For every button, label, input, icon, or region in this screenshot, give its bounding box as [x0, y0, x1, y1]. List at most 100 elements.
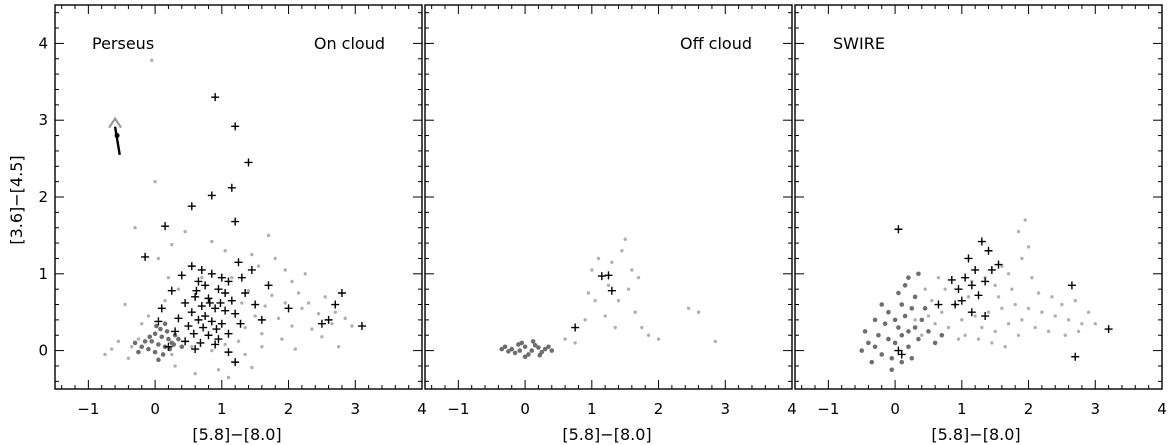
on-cloud-light-point-64 — [123, 302, 127, 307]
on-cloud-light-point-17 — [310, 327, 314, 331]
on-cloud-light-point-35 — [130, 345, 134, 349]
on-cloud-cross-point-25 — [187, 308, 196, 317]
on-cloud-light-point-2 — [133, 226, 137, 230]
on-cloud-x-tick-label: 4 — [417, 400, 427, 418]
off-cloud-dark-point-11 — [506, 349, 511, 354]
swire-cross-point-3 — [947, 275, 956, 284]
panel-swire-points — [859, 218, 1113, 373]
on-cloud-cross-point-7 — [161, 222, 170, 231]
on-cloud-light-point-15 — [343, 316, 347, 321]
on-cloud-cross-point-30 — [207, 317, 216, 326]
swire-light-point-15 — [1020, 318, 1024, 322]
off-cloud-dark-point-17 — [530, 339, 536, 344]
swire-light-point-6 — [1013, 302, 1017, 307]
on-cloud-light-point-37 — [110, 347, 114, 351]
on-cloud-cross-point-64 — [205, 298, 214, 307]
off-cloud-cross-point-0 — [571, 323, 580, 332]
on-cloud-light-point-1 — [153, 179, 157, 184]
on-cloud-cross-point-48 — [234, 258, 243, 267]
swire-light-point-41 — [996, 295, 1001, 299]
on-cloud-light-point-63 — [156, 256, 161, 261]
swire-dark-point-14 — [899, 359, 905, 365]
off-cloud-light-point-5 — [606, 283, 611, 288]
swire-dark-point-23 — [912, 294, 918, 300]
on-cloud-light-point-58 — [170, 352, 174, 357]
on-cloud-cross-point-29 — [194, 315, 203, 324]
on-cloud-cross-point-2 — [244, 158, 253, 167]
on-cloud-cross-point-53 — [257, 315, 266, 324]
swire-dark-point-25 — [879, 302, 885, 307]
on-cloud-cross-point-11 — [207, 269, 216, 278]
on-cloud-cross-point-58 — [337, 289, 346, 297]
off-cloud-light-point-3 — [623, 237, 627, 241]
on-cloud-dark-point-13 — [139, 344, 145, 350]
off-cloud-light-point-18 — [613, 325, 617, 330]
on-cloud-light-point-13 — [323, 295, 327, 299]
swire-light-point-42 — [1036, 291, 1041, 295]
on-cloud-light-point-32 — [270, 293, 274, 298]
on-cloud-light-point-44 — [226, 375, 231, 380]
y-axis-label: [3.6]−[4.5] — [7, 155, 26, 244]
on-cloud-light-point-36 — [116, 339, 121, 344]
swire-dark-point-19 — [906, 344, 911, 350]
on-cloud-cross-point-36 — [189, 329, 198, 338]
swire-dark-point-27 — [889, 367, 895, 373]
swire-dark-point-1 — [866, 340, 871, 346]
on-cloud-dark-point-18 — [171, 342, 177, 347]
on-cloud-cross-point-60 — [357, 322, 366, 331]
on-cloud-light-point-52 — [293, 347, 297, 351]
on-cloud-cross-point-14 — [194, 277, 203, 286]
off-cloud-light-point-16 — [696, 310, 701, 314]
on-cloud-cross-point-67 — [236, 319, 245, 328]
on-cloud-light-point-50 — [146, 314, 151, 318]
swire-light-point-31 — [976, 337, 981, 341]
off-cloud-x-tick-label: 1 — [587, 400, 597, 418]
off-cloud-dark-point-16 — [499, 346, 505, 352]
panel-on-cloud: Perseus On cloud [5.8]−[8.0] −1 0 1 2 3 4 0 1 2 3… — [38, 4, 427, 444]
on-cloud-cross-point-3 — [227, 183, 236, 192]
on-cloud-cross-point-42 — [164, 342, 173, 351]
on-cloud-cross-point-19 — [204, 294, 213, 303]
off-cloud-light-point-10 — [593, 298, 597, 303]
swire-cross-point-15 — [934, 300, 943, 309]
on-cloud-light-point-8 — [273, 256, 277, 261]
on-cloud-dark-point-14 — [160, 352, 166, 357]
swire-dark-point-32 — [906, 275, 911, 280]
swire-light-point-19 — [966, 295, 971, 299]
on-cloud-light-point-47 — [163, 298, 167, 303]
swire-light-point-43 — [1050, 295, 1054, 299]
off-cloud-light-point-17 — [713, 339, 717, 344]
on-cloud-light-point-30 — [236, 339, 241, 344]
swire-light-point-47 — [923, 287, 927, 291]
on-cloud-x-tick-label: −1 — [77, 400, 99, 418]
swire-x-tick-label: 0 — [890, 400, 900, 418]
swire-dark-point-22 — [886, 309, 891, 315]
on-cloud-dark-point-5 — [146, 346, 151, 352]
on-cloud-dark-point-6 — [166, 336, 171, 342]
swire-light-point-2 — [960, 318, 964, 322]
swire-dark-point-36 — [939, 332, 945, 338]
off-cloud-dark-point-15 — [549, 348, 555, 353]
on-cloud-dark-point-11 — [164, 329, 170, 334]
swire-light-point-29 — [940, 310, 944, 314]
y-tick-label: 2 — [38, 188, 48, 206]
on-cloud-cross-point-33 — [199, 323, 208, 332]
off-cloud-light-point-4 — [620, 249, 624, 253]
off-cloud-x-tick-label: 2 — [654, 400, 664, 418]
on-cloud-dark-point-3 — [159, 334, 165, 340]
on-cloud-cross-point-59 — [331, 300, 340, 309]
swire-light-point-27 — [920, 333, 924, 337]
swire-cross-point-22 — [981, 312, 990, 321]
on-cloud-light-point-25 — [260, 332, 264, 336]
on-cloud-light-point-29 — [330, 322, 334, 326]
on-cloud-light-point-7 — [256, 264, 261, 268]
on-cloud-light-point-59 — [200, 275, 204, 280]
swire-dark-point-12 — [909, 306, 915, 311]
on-cloud-x-tick-label: 1 — [217, 400, 227, 418]
on-cloud-light-point-49 — [166, 275, 171, 280]
swire-light-point-25 — [1023, 218, 1027, 222]
swire-light-point-32 — [990, 341, 994, 345]
off-cloud-x-tick-label: −1 — [447, 400, 469, 418]
swire-light-point-9 — [1053, 314, 1057, 318]
panel-on-cloud-label-on-cloud: On cloud — [314, 34, 385, 53]
